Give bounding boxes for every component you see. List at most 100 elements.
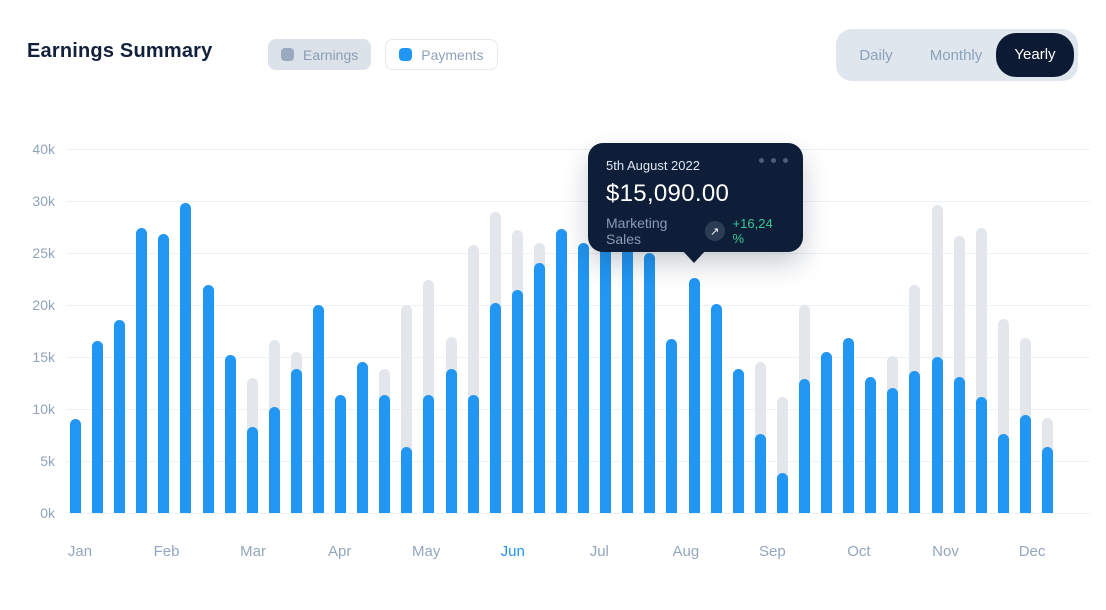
x-axis-label-jan[interactable]: Jan: [67, 543, 93, 560]
x-axis-label-mar[interactable]: Mar: [240, 543, 267, 560]
payments-swatch-icon: [399, 48, 413, 61]
bar-group[interactable]: [732, 149, 744, 513]
payments-bar: [776, 473, 788, 513]
payments-bar: [798, 379, 810, 513]
bar-group[interactable]: [533, 149, 545, 513]
payments-bar: [754, 434, 766, 513]
y-axis-label: 15k: [32, 349, 55, 365]
legend-toggle-earnings[interactable]: Earnings: [268, 39, 372, 70]
bar-group[interactable]: [555, 149, 567, 513]
gridline: [66, 357, 1090, 358]
bar-group[interactable]: [622, 149, 634, 513]
bar-group[interactable]: [180, 149, 192, 513]
payments-bar: [202, 285, 214, 513]
x-axis-label-may[interactable]: May: [412, 543, 441, 560]
bar-group[interactable]: [600, 149, 612, 513]
x-axis-label-apr[interactable]: Apr: [327, 543, 352, 560]
bar-group[interactable]: [798, 149, 810, 513]
payments-bar: [335, 395, 347, 513]
bar-group[interactable]: [423, 149, 435, 513]
bar-group[interactable]: [865, 149, 877, 513]
earnings-bar: [401, 305, 413, 513]
bar-group[interactable]: [710, 149, 722, 513]
bar-group[interactable]: [357, 149, 369, 513]
y-axis-label: 0k: [40, 505, 55, 521]
payments-bar: [312, 305, 324, 513]
bar-group[interactable]: [511, 149, 523, 513]
bar-group[interactable]: [997, 149, 1009, 513]
gridline: [66, 513, 1090, 514]
y-axis-label: 30k: [32, 193, 55, 209]
payments-bar: [622, 248, 634, 513]
x-axis-label-jun[interactable]: Jun: [500, 543, 525, 560]
x-axis-label-feb[interactable]: Feb: [153, 543, 180, 560]
payments-bar: [600, 232, 612, 513]
bar-group[interactable]: [666, 149, 678, 513]
chart-tooltip: 5th August 2022 $15,090.00 Marketing Sal…: [588, 143, 803, 252]
bar-group[interactable]: [776, 149, 788, 513]
bar-group[interactable]: [644, 149, 656, 513]
bar-group[interactable]: [931, 149, 943, 513]
payments-bar: [92, 341, 104, 513]
bar-group[interactable]: [754, 149, 766, 513]
earnings-bar: [975, 228, 987, 513]
period-tab-group: Daily Monthly Yearly: [836, 29, 1078, 81]
tab-monthly[interactable]: Monthly: [929, 46, 983, 64]
bar-group[interactable]: [975, 149, 987, 513]
bar-group[interactable]: [290, 149, 302, 513]
bar-group[interactable]: [114, 149, 126, 513]
payments-bar: [1019, 415, 1031, 513]
payments-bar: [975, 397, 987, 513]
payments-bar: [357, 362, 369, 513]
bar-group[interactable]: [843, 149, 855, 513]
payments-bar: [489, 303, 501, 513]
earnings-bar: [776, 397, 788, 513]
y-axis-label: 25k: [32, 245, 55, 261]
bar-group[interactable]: [224, 149, 236, 513]
bar-group[interactable]: [909, 149, 921, 513]
earnings-bar: [467, 245, 479, 513]
bar-group[interactable]: [401, 149, 413, 513]
x-axis-label-oct[interactable]: Oct: [847, 543, 871, 560]
bar-group[interactable]: [92, 149, 104, 513]
bar-group[interactable]: [312, 149, 324, 513]
bar-group[interactable]: [136, 149, 148, 513]
bar-group[interactable]: [268, 149, 280, 513]
bar-group[interactable]: [158, 149, 170, 513]
bar-group[interactable]: [489, 149, 501, 513]
x-axis-label-nov[interactable]: Nov: [932, 543, 959, 560]
bar-group[interactable]: [335, 149, 347, 513]
bar-group[interactable]: [70, 149, 81, 513]
bar-group[interactable]: [246, 149, 258, 513]
payments-bar: [865, 377, 877, 513]
bar-group[interactable]: [887, 149, 899, 513]
bar-group[interactable]: [1041, 149, 1053, 513]
payments-bar: [511, 290, 523, 513]
tab-yearly[interactable]: Yearly: [996, 33, 1074, 77]
bar-group[interactable]: [688, 149, 700, 513]
bar-group[interactable]: [202, 149, 214, 513]
bar-group[interactable]: [1019, 149, 1031, 513]
tooltip-menu-icon[interactable]: [759, 158, 788, 163]
payments-bar: [401, 447, 413, 513]
bar-group[interactable]: [445, 149, 457, 513]
x-axis-label-jul[interactable]: Jul: [589, 543, 609, 560]
legend-earnings-label: Earnings: [303, 46, 359, 63]
bar-group[interactable]: [821, 149, 833, 513]
x-axis-label-dec[interactable]: Dec: [1018, 543, 1046, 560]
x-axis-label-aug[interactable]: Aug: [672, 543, 700, 560]
tab-daily[interactable]: Daily: [859, 46, 893, 64]
payments-bar: [931, 357, 943, 513]
legend-toggle-payments[interactable]: Payments: [385, 39, 498, 70]
payments-bar: [467, 395, 479, 513]
bar-group[interactable]: [379, 149, 391, 513]
tooltip-category: Marketing Sales: [606, 215, 668, 247]
bar-group[interactable]: [467, 149, 479, 513]
bar-group[interactable]: [953, 149, 965, 513]
x-axis-label-sep[interactable]: Sep: [759, 543, 786, 560]
bar-group[interactable]: [578, 149, 590, 513]
payments-bar: [821, 352, 833, 513]
tooltip-amount: $15,090.00: [606, 180, 730, 207]
payments-bar: [70, 419, 81, 513]
